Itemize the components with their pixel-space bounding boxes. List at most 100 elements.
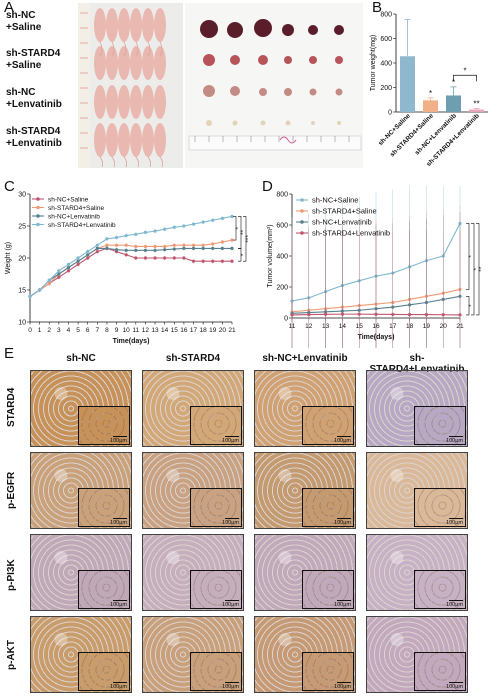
series-line (29, 215, 233, 297)
data-point (191, 246, 196, 250)
data-point (201, 220, 205, 224)
legend-label: sh-NC+Saline (48, 197, 89, 204)
legend-label: sh-NC+Lenvatinib (48, 214, 100, 221)
bar (469, 109, 484, 112)
data-point (163, 248, 167, 252)
legend-label: sh-STARD4+Lenvatinib (48, 222, 116, 229)
y-tick-label: 0 (284, 316, 288, 323)
x-tick-label: 4 (67, 327, 71, 334)
data-point (182, 256, 186, 260)
group-label-3: sh-NC +Lenvatinib (6, 87, 62, 110)
y-tick-label: 400 (276, 254, 288, 261)
data-point (172, 256, 176, 260)
data-point (134, 256, 138, 260)
series-line (29, 247, 232, 297)
data-point (230, 246, 234, 250)
data-point (143, 230, 148, 234)
data-point (220, 246, 224, 250)
data-point (47, 282, 51, 286)
data-point (441, 313, 445, 317)
panel-b-letter: B (372, 0, 383, 16)
legend-marker (36, 197, 40, 201)
legend-label: sh-NC+Lenvatinib (312, 218, 372, 227)
scale-label: 100μm (110, 602, 127, 608)
x-tick-label: 6 (86, 327, 90, 334)
data-point (95, 246, 99, 250)
scale-label: 100μm (334, 684, 351, 690)
data-point (230, 214, 234, 218)
significance-bracket (243, 216, 247, 262)
ihc-tile: 100μm (142, 452, 244, 529)
x-tick-label: sh-NC+Lenvatinib (414, 112, 458, 156)
y-tick-label: 25 (18, 224, 26, 231)
data-point (143, 244, 148, 249)
data-point (172, 225, 176, 229)
significance-bracket (471, 223, 475, 316)
scale-bar (337, 600, 351, 601)
data-point (105, 246, 109, 250)
significance-label: * (473, 267, 480, 270)
data-point (211, 242, 215, 246)
ihc-column-header: sh-NC+Lenvatinib (262, 353, 348, 364)
bar (446, 95, 461, 112)
legend-label: sh-STARD4+Saline (48, 205, 104, 212)
significance-marker: * (452, 78, 455, 87)
significance-label: * (240, 253, 247, 256)
ihc-tile: 100μm (30, 370, 132, 447)
scale-bar (113, 682, 127, 683)
data-point (153, 256, 157, 260)
x-tick-label: 18 (200, 327, 208, 334)
data-point (391, 312, 395, 317)
data-point (230, 238, 234, 242)
data-point (76, 256, 80, 260)
x-tick-label: 12 (142, 327, 150, 334)
data-point (124, 253, 128, 257)
y-axis-label: Tumor volume(mm³) (267, 224, 274, 287)
mice-photo (78, 3, 183, 168)
x-tick-label: 19 (209, 327, 217, 334)
data-point (153, 248, 157, 252)
data-point (76, 259, 80, 263)
data-point (66, 266, 71, 270)
significance-label: ** (478, 266, 485, 272)
scale-label: 100μm (222, 520, 239, 526)
panel-d-letter: D (262, 178, 273, 195)
legend-marker (300, 220, 304, 224)
data-point (374, 312, 378, 316)
ihc-column-header: sh-NC (66, 353, 96, 364)
significance-label: * (468, 304, 475, 307)
ihc-row-label: STARD4 (6, 387, 17, 427)
ihc-inset (302, 570, 354, 609)
legend-label: sh-NC+Saline (312, 196, 358, 205)
data-point (105, 243, 109, 247)
scale-label: 100μm (446, 438, 463, 444)
x-tick-label: 11 (132, 327, 139, 334)
data-point (38, 288, 42, 292)
panel-e-letter: E (4, 345, 15, 362)
data-point (191, 222, 196, 226)
data-point (182, 246, 186, 250)
bar (400, 56, 415, 112)
data-point (340, 312, 344, 316)
data-point (143, 248, 148, 252)
panel-a-letter: A (4, 0, 15, 16)
data-point (143, 256, 148, 260)
data-point (290, 313, 294, 317)
ihc-inset (302, 488, 354, 527)
data-point (114, 248, 119, 252)
data-point (134, 248, 138, 252)
significance-label: *** (245, 235, 248, 243)
legend-marker (300, 209, 304, 213)
ihc-row-label: p-PI3K (6, 558, 17, 591)
data-point (28, 294, 32, 298)
x-tick-label: 8 (105, 327, 109, 334)
scale-bar (337, 682, 351, 683)
ihc-inset (414, 570, 466, 609)
data-point (163, 244, 167, 249)
ihc-inset (302, 652, 354, 691)
data-point (66, 269, 71, 273)
scale-bar (337, 518, 351, 519)
group-label-1: sh-NC +Saline (6, 10, 42, 33)
ihc-tile: 100μm (254, 370, 356, 447)
